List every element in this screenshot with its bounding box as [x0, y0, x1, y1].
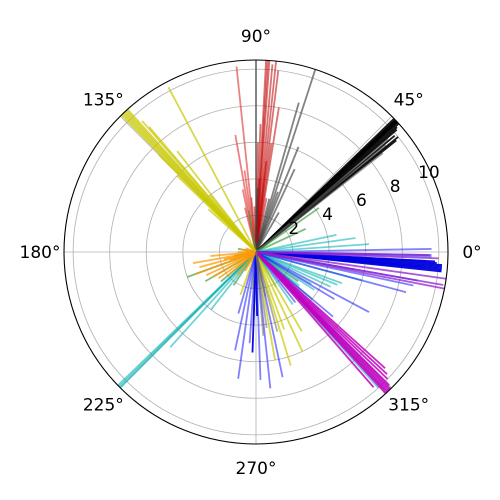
data-segment	[255, 187, 259, 253]
radial-tick-label: 4	[322, 205, 333, 225]
data-segment	[255, 251, 375, 388]
label-layer: 0° 45° 90° 135° 180° 225° 270° 315° 2 4 6 8 10	[20, 27, 482, 479]
data-segment	[255, 211, 280, 253]
data-segment	[255, 251, 370, 313]
data-segment	[255, 251, 267, 297]
data-segment	[255, 237, 356, 253]
data-segment	[245, 247, 257, 253]
angular-tick-label: 225°	[83, 396, 124, 416]
data-segment	[235, 66, 257, 253]
data-segment	[255, 251, 335, 300]
data-segment	[244, 251, 257, 272]
data-segment	[255, 198, 271, 253]
radial-tick-label: 6	[356, 191, 367, 211]
radial-tick-label: 10	[418, 163, 440, 183]
data-segment	[167, 86, 257, 253]
data-segment	[227, 251, 257, 277]
data-segment	[255, 234, 337, 253]
angular-tick-label: 45°	[394, 90, 424, 110]
data-segment	[255, 152, 384, 253]
data-layer	[117, 60, 447, 395]
data-segment	[247, 210, 257, 253]
data-segment	[255, 168, 296, 253]
data-segment	[234, 251, 257, 351]
data-segment	[255, 251, 386, 369]
data-segment	[255, 161, 268, 253]
data-segment	[255, 102, 300, 253]
data-segment	[255, 251, 303, 332]
angular-tick-label: 135°	[83, 90, 124, 110]
data-segment	[255, 251, 430, 256]
data-segment	[229, 251, 257, 262]
polar-frame	[63, 59, 449, 445]
angular-tick-label: 315°	[388, 396, 429, 416]
data-segment	[255, 251, 285, 330]
data-segment	[255, 251, 407, 294]
data-segment	[207, 208, 257, 253]
data-segment	[255, 243, 370, 253]
data-segment	[255, 191, 279, 253]
data-segment	[209, 194, 257, 253]
data-segment	[237, 251, 257, 314]
data-segment	[255, 69, 317, 253]
data-segment	[237, 251, 257, 379]
data-segment	[255, 251, 444, 286]
radial-tick-label: 8	[390, 177, 401, 197]
data-segment	[255, 207, 320, 253]
angular-tick-label: 180°	[20, 243, 61, 263]
data-segment	[119, 251, 257, 389]
data-segment	[255, 251, 447, 280]
frame-layer	[63, 59, 449, 445]
angular-tick-label: 90°	[241, 27, 271, 47]
data-segment	[255, 121, 398, 253]
data-segment	[255, 251, 304, 352]
angular-tick-label: 0°	[462, 243, 481, 263]
data-segment	[255, 248, 432, 253]
angular-tick-label: 270°	[236, 459, 277, 479]
radial-tick-label: 2	[288, 219, 299, 239]
data-segment	[255, 228, 307, 253]
